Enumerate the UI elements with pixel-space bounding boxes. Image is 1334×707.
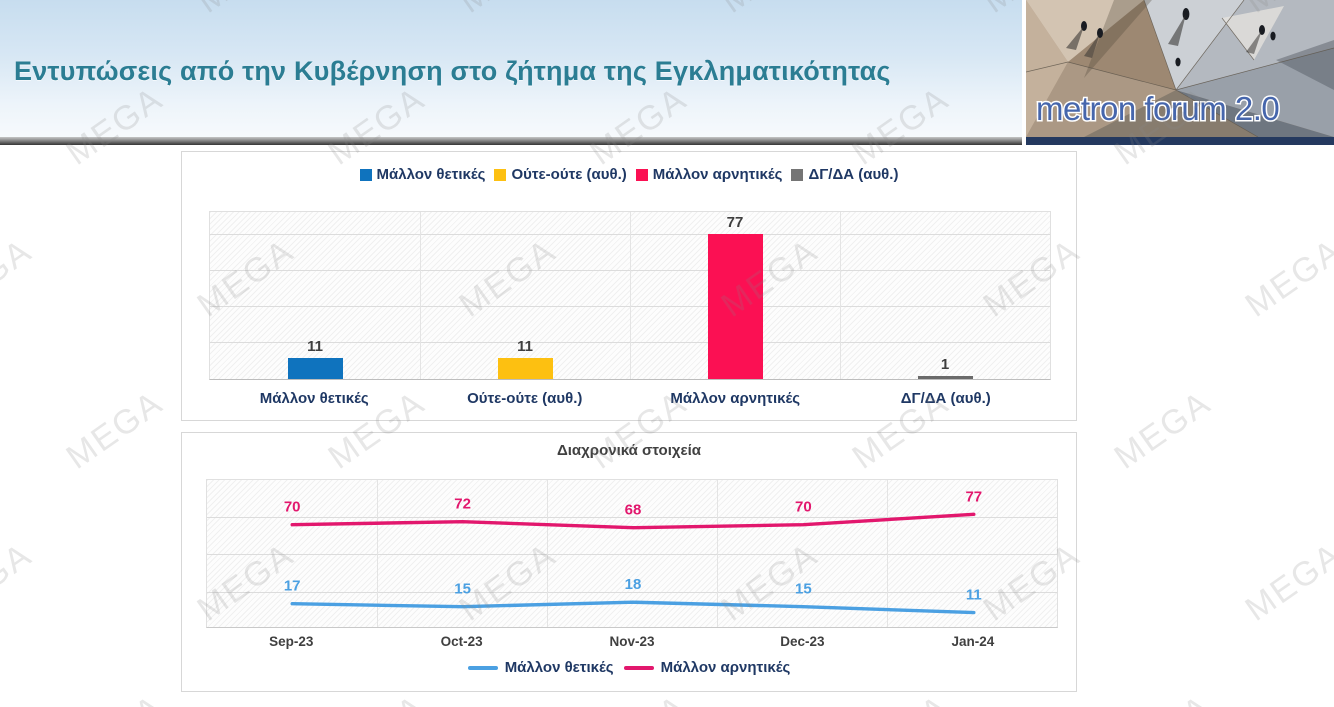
gridline: [207, 554, 1057, 555]
gridline: [717, 480, 718, 627]
bar-slot: 11: [420, 212, 630, 379]
point-value-label: 15: [454, 581, 471, 598]
category-label: Μάλλον θετικές: [259, 390, 369, 407]
watermark-text: MEGA: [1108, 688, 1219, 707]
page-title: Εντυπώσεις από την Κυβέρνηση στο ζήτημα …: [14, 56, 891, 86]
watermark-text: MEGA: [1238, 535, 1334, 629]
watermark-text: MEGA: [0, 231, 39, 325]
bar: [707, 234, 763, 379]
bar-value-label: 77: [726, 214, 744, 232]
bar-value-label: 11: [517, 338, 533, 356]
category-label: ΔΓ/ΔΑ (αυθ.): [900, 390, 991, 407]
line-chart-plot-area: 17 15 18 15 11 70 72 68 70 77: [206, 479, 1058, 628]
logo-wordmark: metron forum 2.0: [1036, 90, 1279, 127]
bar-value-label: 1: [940, 356, 950, 373]
point-value-label: 70: [284, 499, 301, 516]
x-axis-label: Sep-23: [269, 634, 314, 649]
legend-item: ΔΓ/ΔΑ (αυθ.): [791, 166, 898, 183]
bar-series: 11 11 77 1: [210, 212, 1050, 379]
watermark-text: MEGA: [60, 688, 171, 707]
legend-line-swatch: [467, 665, 498, 670]
x-axis-label: Nov-23: [609, 634, 655, 649]
gridline: [887, 480, 888, 627]
x-axis-label: Jan-24: [951, 634, 995, 649]
bar-chart-plot-area: 11 11 77 1: [209, 211, 1051, 380]
point-value-label: 68: [625, 502, 642, 519]
legend-item: Μάλλον αρνητικές: [623, 659, 791, 676]
logo-bottom-strip: [1026, 137, 1334, 145]
gridline: [377, 480, 378, 627]
bar-chart-panel: Μάλλον θετικές Ούτε-ούτε (αυθ.) Μάλλον αρν…: [181, 151, 1077, 421]
watermark-text: MEGA: [59, 383, 170, 477]
bar-slot: 1: [840, 212, 1050, 379]
bar-chart-category-axis: Μάλλον θετικές Ούτε-ούτε (αυθ.) Μάλλον αρν…: [209, 390, 1051, 407]
watermark-text: MEGA: [0, 535, 39, 629]
legend-label: Μάλλον αρνητικές: [660, 659, 791, 676]
legend-label: Μάλλον θετικές: [376, 166, 486, 183]
gridline: [840, 212, 841, 379]
legend-item: Μάλλον θετικές: [467, 659, 614, 676]
legend-item: Μάλλον θετικές: [359, 166, 486, 183]
pedestrians: [1066, 8, 1276, 67]
x-axis-label: Dec-23: [780, 634, 825, 649]
line-series-path: [290, 512, 976, 530]
line-chart-legend: Μάλλον θετικές Μάλλον αρνητικές: [182, 659, 1076, 676]
gridline: [420, 212, 421, 379]
line-chart-title: Διαχρονικά στοιχεία: [556, 442, 702, 459]
point-value-label: 70: [795, 499, 812, 516]
legend-swatch: [359, 168, 372, 181]
plaza-photo: metron forum 2.0: [1026, 0, 1334, 137]
point-value-label: 11: [966, 587, 982, 604]
legend-swatch: [635, 168, 648, 181]
gridline: [630, 212, 631, 379]
line-series: 17 15 18 15 11 70 72 68 70 77: [284, 488, 982, 615]
point-value-label: 17: [284, 578, 301, 595]
x-axis-label: Oct-23: [440, 634, 483, 649]
line-chart-panel: Διαχρονικά στοιχεία 17 15 18 15 11 70 72 68 70 77…: [181, 432, 1077, 692]
bar-chart-legend: Μάλλον θετικές Ούτε-ούτε (αυθ.) Μάλλον αρν…: [182, 166, 1076, 183]
point-value-label: 18: [625, 576, 642, 593]
line-series-path: [290, 600, 976, 615]
metron-forum-logo: metron forum 2.0: [1022, 0, 1334, 145]
legend-label: ΔΓ/ΔΑ (αυθ.): [808, 166, 899, 183]
legend-line-swatch: [623, 665, 654, 670]
category-label: Ούτε-ούτε (αυθ.): [467, 390, 583, 407]
legend-label: Ούτε-ούτε (αυθ.): [511, 166, 627, 183]
watermark-text: MEGA: [1107, 383, 1218, 477]
bar: [917, 376, 973, 379]
header-divider: [0, 137, 1334, 145]
bar-slot: 11: [210, 212, 420, 379]
line-chart-x-axis: Sep-23 Oct-23 Nov-23 Dec-23 Jan-24: [206, 634, 1058, 649]
point-value-label: 77: [965, 488, 982, 505]
legend-swatch: [791, 168, 804, 181]
legend-item: Ούτε-ούτε (αυθ.): [494, 166, 627, 183]
legend-item: Μάλλον αρνητικές: [635, 166, 783, 183]
legend-label: Μάλλον αρνητικές: [652, 166, 783, 183]
point-value-label: 15: [795, 581, 812, 598]
point-value-label: 72: [454, 496, 471, 513]
gridline: [207, 517, 1057, 518]
bar: [287, 358, 343, 379]
legend-swatch: [494, 168, 507, 181]
gridline: [207, 592, 1057, 593]
watermark-text: MEGA: [1238, 231, 1334, 325]
category-label: Μάλλον αρνητικές: [670, 390, 801, 407]
bar-value-label: 11: [307, 338, 323, 356]
gridline: [547, 480, 548, 627]
bar: [497, 358, 553, 379]
legend-label: Μάλλον θετικές: [504, 659, 614, 676]
bar-slot: 77: [630, 212, 840, 379]
